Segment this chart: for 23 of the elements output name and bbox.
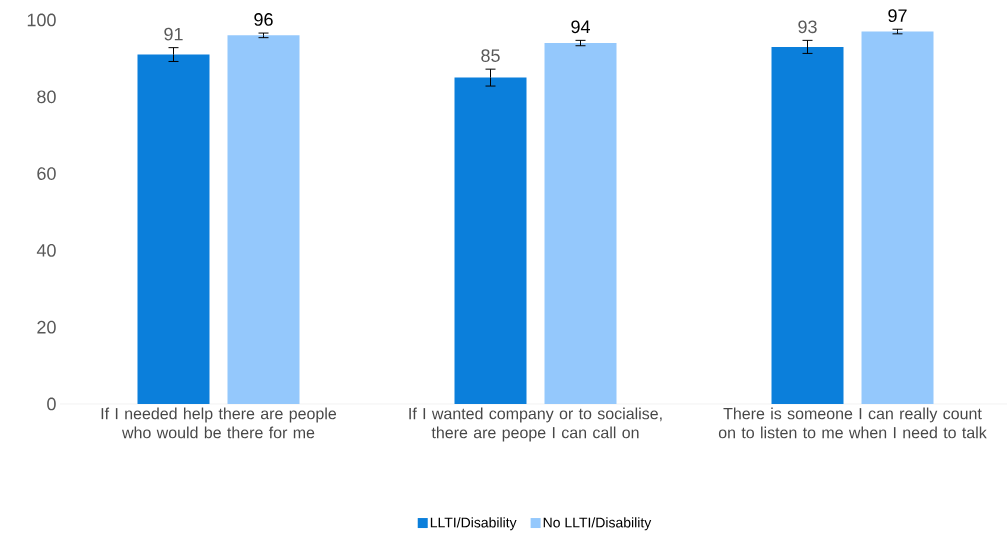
x-tick-label: If I wanted company or to socialise, there are peope I can call on [409, 407, 662, 442]
y-tick-label: 60 [37, 167, 56, 180]
y-tick-label: 80 [37, 90, 56, 104]
data-label: 85 [481, 49, 500, 62]
bar [771, 46, 844, 404]
data-label: 93 [798, 20, 817, 34]
bar [861, 31, 934, 404]
bar [227, 35, 300, 404]
legend-label: LLTI/Disability [430, 517, 517, 531]
y-tick-label: 20 [37, 320, 56, 334]
data-label: 91 [164, 27, 183, 41]
bar [454, 77, 527, 404]
y-tick-label: 100 [27, 13, 56, 27]
x-tick-label: There is someone I can really count on to listen to me when I need to talk [718, 407, 987, 439]
bar [544, 43, 617, 404]
y-tick-label: 40 [36, 244, 56, 257]
legend-label: No LLTI/Disability [543, 517, 652, 531]
y-tick-label: 0 [47, 397, 56, 411]
bar [137, 54, 210, 404]
data-label: 94 [571, 20, 590, 34]
data-label: 96 [254, 13, 273, 26]
x-tick-label: If I needed help there are people who would be there for me [101, 407, 337, 439]
data-label: 97 [888, 9, 907, 23]
